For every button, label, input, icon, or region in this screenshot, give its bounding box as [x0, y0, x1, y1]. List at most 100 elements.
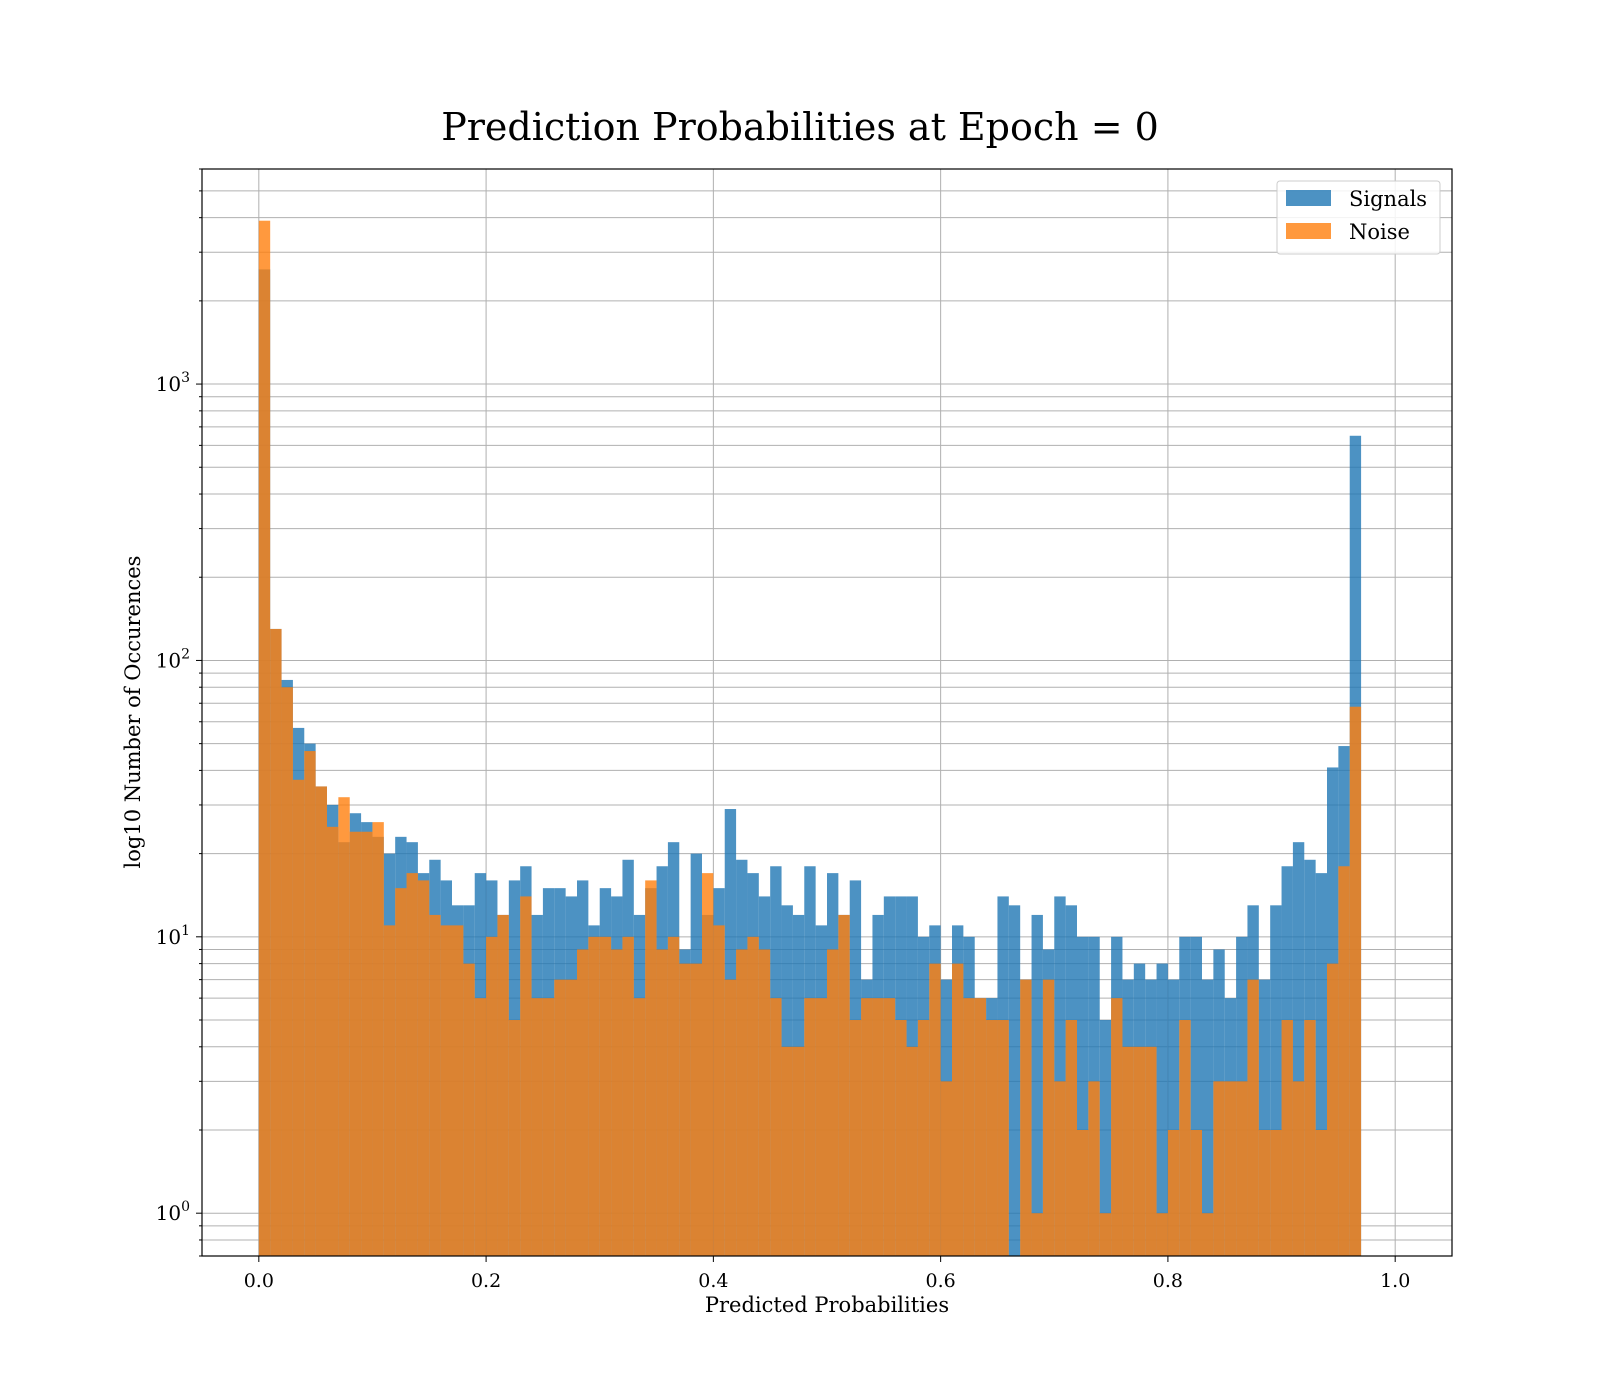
noise-bar: [327, 826, 339, 1256]
noise-bar: [929, 963, 941, 1256]
noise-bar: [372, 822, 384, 1256]
noise-bar: [1247, 979, 1259, 1256]
noise-bar: [747, 936, 759, 1256]
signals-bar: [1258, 979, 1271, 1256]
legend-swatch-noise: [1286, 223, 1331, 239]
noise-bar: [1111, 998, 1123, 1256]
noise-bar: [361, 831, 373, 1256]
noise-bar: [463, 963, 475, 1256]
noise-bar: [292, 779, 305, 1256]
y-tick-label: 102: [156, 646, 190, 672]
noise-bar: [258, 220, 271, 1257]
noise-bar: [1077, 1129, 1089, 1256]
noise-bar: [1292, 1081, 1305, 1256]
x-tick-label: 0.6: [926, 1270, 956, 1292]
noise-bar: [838, 914, 850, 1256]
x-tick-label: 0.8: [1153, 1270, 1183, 1292]
x-axis-ticks: 0.0 0.2 0.4 0.6 0.8 1.0: [244, 1256, 1410, 1292]
noise-bar: [577, 949, 589, 1256]
x-tick-label: 0.4: [698, 1270, 728, 1292]
noise-bar: [963, 998, 975, 1256]
noise-bar: [1190, 1129, 1202, 1256]
noise-bar: [633, 998, 646, 1256]
noise-bar: [849, 1020, 862, 1256]
chart-title: Prediction Probabilities at Epoch = 0: [441, 105, 1159, 149]
noise-bar: [792, 1046, 805, 1256]
noise-bar: [1099, 1213, 1112, 1256]
signals-bar: [1292, 842, 1305, 1256]
noise-bar: [508, 1020, 521, 1256]
noise-bar: [952, 963, 964, 1256]
noise-bar: [452, 925, 464, 1256]
noise-bar: [736, 949, 748, 1256]
noise-bars: [258, 220, 1362, 1257]
noise-bar: [815, 998, 827, 1256]
noise-bar: [827, 949, 839, 1256]
signals-bar: [1202, 979, 1214, 1256]
signals-bar: [1008, 905, 1021, 1256]
noise-bar: [520, 896, 532, 1256]
legend-label-noise: Noise: [1349, 220, 1410, 244]
noise-bar: [486, 936, 498, 1256]
noise-bar: [542, 998, 555, 1256]
noise-bar: [679, 963, 691, 1256]
noise-bar: [1304, 1020, 1316, 1256]
noise-bar: [1338, 866, 1350, 1256]
noise-bar: [270, 628, 282, 1256]
noise-bar: [349, 831, 362, 1256]
noise-bar: [690, 963, 702, 1256]
noise-bar: [395, 888, 407, 1256]
noise-bar: [1349, 706, 1362, 1256]
noise-bar: [997, 1020, 1009, 1256]
noise-bar: [406, 873, 418, 1256]
noise-bar: [429, 914, 441, 1256]
legend-swatch-signals: [1286, 190, 1331, 206]
noise-bar: [554, 979, 566, 1256]
noise-bar: [1054, 1081, 1066, 1256]
noise-bar: [1281, 1020, 1293, 1256]
noise-bar: [1213, 1081, 1225, 1256]
signals-bar: [1031, 914, 1043, 1256]
signals-bar: [1167, 979, 1180, 1256]
noise-bar: [940, 1081, 952, 1256]
x-tick-label: 1.0: [1380, 1270, 1410, 1292]
noise-bar: [713, 925, 725, 1256]
noise-bar: [1065, 1020, 1077, 1256]
noise-bar: [1133, 1046, 1146, 1256]
y-tick-label: 103: [156, 370, 190, 396]
signals-bar: [1156, 963, 1168, 1256]
noise-bar: [1167, 1129, 1180, 1256]
x-axis-label: Predicted Probabilities: [705, 1293, 949, 1317]
noise-bar: [702, 873, 714, 1256]
noise-bar: [588, 936, 600, 1256]
noise-bar: [1224, 1081, 1237, 1256]
noise-bar: [474, 998, 487, 1256]
legend: Signals Noise: [1276, 180, 1441, 255]
noise-bar: [315, 786, 327, 1256]
legend-label-signals: Signals: [1349, 187, 1427, 211]
noise-bar: [781, 1046, 793, 1256]
noise-bar: [1179, 1020, 1191, 1256]
noise-bar: [770, 998, 782, 1256]
y-axis-label: log10 Number of Occurences: [121, 556, 145, 869]
noise-bar: [1202, 1213, 1214, 1256]
noise-bar: [895, 1020, 907, 1256]
noise-bar: [1258, 1129, 1271, 1256]
noise-bar: [1236, 1081, 1248, 1256]
noise-bar: [417, 880, 430, 1256]
noise-bar: [1145, 1046, 1157, 1256]
noise-bar: [758, 949, 771, 1256]
x-tick-label: 0.2: [471, 1270, 501, 1292]
noise-bar: [338, 797, 350, 1256]
noise-bar: [611, 949, 623, 1256]
signals-bar: [1315, 873, 1327, 1256]
signals-bar: [1270, 905, 1282, 1256]
noise-bar: [883, 998, 896, 1256]
signals-bar: [1054, 896, 1066, 1256]
noise-bar: [906, 1046, 918, 1256]
signals-bar: [1099, 1020, 1112, 1256]
signals-bar: [1190, 936, 1202, 1256]
noise-bar: [974, 998, 987, 1256]
noise-bar: [645, 880, 657, 1256]
